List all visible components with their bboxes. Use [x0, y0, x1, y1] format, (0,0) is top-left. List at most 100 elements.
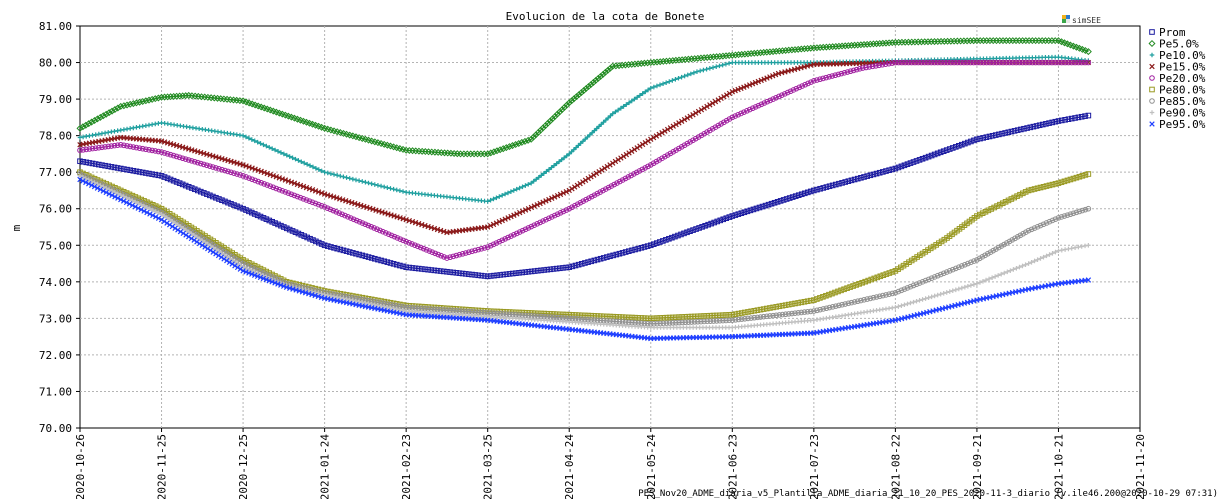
series-marker [923, 296, 928, 301]
series-marker [915, 59, 922, 66]
series-marker [182, 182, 189, 189]
series-marker [892, 289, 899, 296]
series-marker [848, 177, 855, 184]
series-marker [99, 162, 105, 168]
series-marker [1085, 277, 1092, 283]
series-marker [592, 76, 600, 84]
series-marker [755, 102, 762, 109]
series-marker [146, 147, 152, 153]
series-marker [523, 183, 528, 188]
series-marker [1076, 173, 1083, 180]
series-marker [704, 129, 710, 135]
series-marker [1012, 235, 1018, 242]
x-tick-label: 2021-04-24 [563, 434, 576, 499]
series-marker [554, 192, 561, 199]
series-marker [290, 155, 295, 161]
series-marker [782, 302, 789, 308]
series-marker [779, 302, 786, 309]
series-marker [1052, 59, 1058, 66]
series-marker [673, 319, 679, 326]
series-marker [359, 220, 366, 226]
series-marker [735, 51, 743, 59]
series-marker [255, 167, 261, 174]
series-marker [857, 41, 865, 49]
series-marker [735, 86, 741, 93]
series-marker [191, 233, 197, 238]
series-marker [798, 309, 805, 316]
series-marker [569, 186, 575, 192]
series-marker [491, 196, 496, 202]
series-marker [1075, 114, 1082, 121]
series-marker [835, 71, 842, 78]
series-marker [764, 75, 770, 81]
series-marker [200, 238, 205, 244]
series-marker [393, 261, 400, 268]
series-marker [800, 45, 808, 53]
series-marker [361, 203, 367, 210]
series-marker [761, 76, 767, 82]
series-marker [525, 182, 531, 187]
series-marker [385, 185, 390, 190]
series-marker [1052, 181, 1059, 187]
series-marker [861, 297, 867, 303]
series-marker [682, 319, 689, 326]
series-marker [805, 189, 811, 196]
series-marker [760, 306, 767, 312]
series-marker [976, 211, 983, 218]
series-marker [76, 124, 84, 132]
series-marker [755, 78, 762, 85]
series-marker [773, 94, 779, 101]
series-marker [1061, 178, 1068, 185]
series-marker [779, 92, 785, 98]
series-marker [893, 305, 898, 310]
series-marker [850, 283, 856, 289]
series-marker [572, 262, 579, 269]
series-marker [1079, 244, 1085, 249]
series-marker [851, 176, 858, 183]
series-marker [400, 237, 407, 244]
series-marker [1005, 197, 1012, 204]
series-marker [554, 211, 561, 218]
series-marker [726, 116, 733, 122]
simsee-logo: simSEE [1062, 15, 1101, 25]
series-marker [889, 166, 896, 173]
series-marker [1019, 59, 1026, 66]
series-marker [632, 314, 638, 321]
series-marker [720, 317, 726, 324]
series-marker [622, 249, 629, 255]
series-marker [920, 297, 925, 302]
series-marker [673, 121, 679, 128]
series-marker [938, 291, 943, 297]
series-marker [956, 142, 962, 149]
series-marker [272, 147, 278, 153]
series-marker [146, 170, 152, 177]
series-marker [342, 212, 348, 219]
series-marker [285, 178, 292, 184]
series-marker [832, 181, 839, 188]
series-marker [96, 161, 102, 168]
series-marker [541, 122, 549, 130]
series-marker [202, 240, 208, 245]
series-marker [304, 162, 310, 167]
series-marker [541, 171, 547, 176]
series-marker [572, 93, 580, 101]
series-marker [918, 59, 925, 66]
series-marker [974, 257, 980, 263]
series-marker [121, 194, 126, 199]
series-marker [541, 310, 547, 317]
series-marker [558, 106, 566, 114]
series-marker [557, 210, 564, 216]
series-marker [873, 40, 881, 48]
series-marker [194, 239, 200, 245]
series-marker [144, 205, 150, 210]
series-marker [896, 304, 901, 309]
series-marker [380, 228, 386, 235]
series-marker [141, 208, 147, 214]
series-marker [632, 246, 638, 253]
series-marker [856, 281, 862, 287]
series-marker [708, 220, 714, 227]
series-marker [369, 181, 374, 187]
series-marker [366, 180, 371, 186]
series-marker [1000, 59, 1006, 66]
